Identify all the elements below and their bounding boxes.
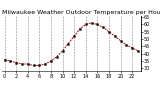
Text: Milwaukee Weather Outdoor Temperature per Hour (24 Hours): Milwaukee Weather Outdoor Temperature pe…	[2, 10, 160, 15]
